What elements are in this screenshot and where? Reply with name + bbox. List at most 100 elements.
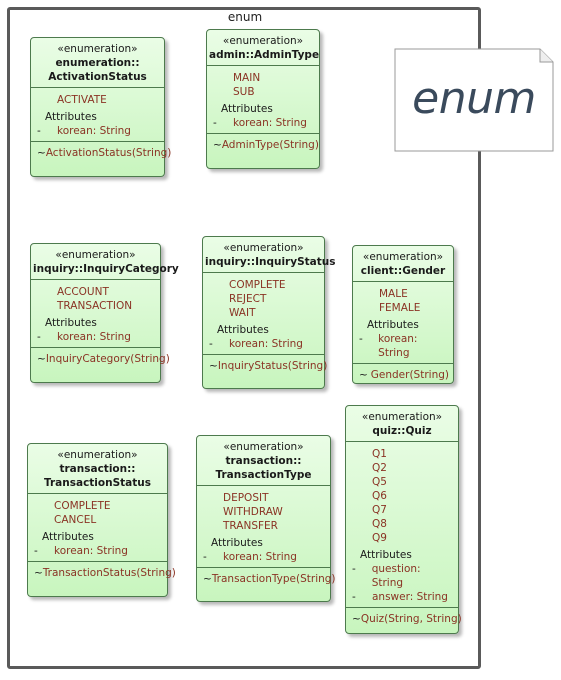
operation-text: Gender(String) [370, 369, 449, 381]
class-header: «enumeration»client::Gender [353, 246, 453, 282]
attribute-row: - korean: String [207, 337, 320, 351]
class-name-line2: ActivationStatus [48, 71, 147, 83]
class-name: enumeration:: [55, 57, 140, 69]
class-name: admin::AdminType [209, 49, 320, 61]
class-header: «enumeration»quiz::Quiz [346, 406, 458, 442]
attributes-label: Attributes [42, 531, 94, 543]
class-name-line2: TransactionType [215, 469, 312, 481]
enum-literal: TRANSACTION [57, 300, 133, 312]
stereotype: «enumeration» [223, 441, 304, 453]
enum-literal: SUB [233, 86, 255, 98]
attribute-row: - korean: String [201, 550, 326, 564]
visibility-marker: - [34, 545, 38, 557]
attribute-text: korean: String [378, 333, 418, 359]
enum-literal: WITHDRAW [223, 506, 283, 518]
enum-literal: Q6 [372, 490, 387, 502]
visibility-marker: ~ [34, 567, 43, 579]
operation-row: ~ AdminType(String) [207, 134, 319, 157]
visibility-marker: ~ [209, 360, 218, 372]
visibility-marker: ~ [37, 353, 46, 365]
stereotype: «enumeration» [362, 251, 444, 263]
enum-quiz[interactable]: «enumeration» quiz::Quiz Q1 Q2 Q5 Q6 Q7 Q8 Q9 Att… [345, 405, 462, 634]
enum-literal: Q8 [372, 518, 387, 530]
visibility-marker: - [359, 333, 363, 345]
enum-literal: WAIT [229, 307, 256, 319]
attributes-label: Attributes [45, 317, 97, 329]
visibility-marker: - [203, 551, 207, 563]
visibility-marker: - [213, 117, 217, 129]
attribute-row: - question: String [350, 562, 454, 590]
visibility-marker: - [37, 331, 41, 343]
attribute-row: - answer: String [350, 590, 454, 604]
attribute-text: korean: String [229, 338, 303, 350]
class-header: «enumeration»admin::AdminType [207, 30, 319, 66]
stereotype: «enumeration» [57, 449, 138, 461]
operation-text: AdminType(String) [221, 139, 319, 151]
enum-literal: REJECT [229, 293, 267, 305]
visibility-marker: ~ [359, 369, 368, 381]
class-name: quiz::Quiz [372, 425, 432, 437]
attributes-compartment: ACCOUNT TRANSACTION Attributes - korean: Str… [31, 280, 160, 348]
class-name: inquiry::InquiryCategory [33, 263, 179, 275]
class-name-line2: TransactionStatus [43, 477, 152, 489]
visibility-marker: ~ [213, 139, 222, 151]
attributes-compartment: COMPLETE CANCEL Attributes - korean: String [28, 494, 167, 562]
enum-literal: Q1 [372, 448, 387, 460]
attribute-text: question: String [371, 563, 421, 589]
attributes-label: Attributes [45, 111, 97, 123]
operation-row: ~ TransactionStatus(String) [28, 562, 176, 585]
attributes-label: Attributes [367, 319, 419, 331]
attributes-compartment: MAIN SUB Attributes - korean: String [207, 66, 319, 134]
operation-text: TransactionType(String) [211, 573, 336, 585]
attributes-compartment: Q1 Q2 Q5 Q6 Q7 Q8 Q9 Attributes - question: Strin… [346, 442, 458, 608]
note[interactable]: enum [394, 48, 554, 152]
enum-literal: DEPOSIT [223, 492, 269, 504]
enum-literal: Q5 [372, 476, 387, 488]
operation-text: InquiryStatus(String) [217, 360, 328, 372]
enum-literal: COMPLETE [229, 279, 286, 291]
class-name: client::Gender [360, 265, 446, 277]
enum-inquiry-status[interactable]: «enumeration» inquiry::InquiryStatus COMPL… [202, 236, 336, 389]
stereotype: «enumeration» [222, 35, 304, 47]
attributes-compartment: DEPOSIT WITHDRAW TRANSFER Attributes - korean… [197, 486, 330, 568]
enum-activation-status[interactable]: «enumeration»enumeration:: ActivationStat… [30, 37, 171, 177]
enum-transaction-status[interactable]: «enumeration»transaction:: TransactionSta… [27, 443, 176, 597]
operation-row: ~ TransactionType(String) [197, 568, 336, 591]
attribute-text: answer: String [372, 591, 448, 603]
stereotype: «enumeration» [57, 43, 138, 55]
enum-gender[interactable]: «enumeration» client::Gender MALE FEMALE Att… [352, 245, 454, 384]
stereotype: «enumeration» [361, 411, 443, 423]
class-name: transaction:: [59, 463, 136, 475]
attributes-label: Attributes [217, 324, 269, 336]
attribute-text: korean: String [233, 117, 307, 129]
enum-literal: MAIN [233, 72, 261, 84]
attribute-text: korean: String [223, 551, 297, 563]
operation-row: ~ InquiryStatus(String) [203, 355, 327, 378]
visibility-marker: - [37, 125, 41, 137]
attributes-label: Attributes [221, 103, 273, 115]
enum-literal: COMPLETE [54, 500, 111, 512]
operation-row: ~ Gender(String) [353, 364, 453, 387]
operation-text: Quiz(String, String) [360, 613, 462, 625]
attribute-row: - korean: String [35, 124, 160, 138]
attribute-row: - korean: String [32, 544, 163, 558]
enum-literal: Q7 [372, 504, 387, 516]
class-header: «enumeration» transaction:: TransactionTyp… [197, 436, 330, 486]
class-header: «enumeration» inquiry::InquiryStatus [203, 237, 336, 273]
enum-literal: Q2 [372, 462, 387, 474]
attributes-compartment: COMPLETE REJECT WAIT Attributes - korean: Str… [203, 273, 324, 355]
note-shape [394, 48, 554, 152]
visibility-marker: - [209, 338, 213, 350]
attribute-row: - korean: String [357, 332, 449, 360]
stereotype: «enumeration» [55, 249, 136, 261]
enum-literal: MALE [379, 288, 408, 300]
enum-transaction-type[interactable]: «enumeration» transaction:: TransactionTyp… [196, 435, 336, 602]
attribute-text: korean: String [54, 545, 128, 557]
class-name: inquiry::InquiryStatus [205, 256, 336, 268]
enum-literal: ACCOUNT [57, 286, 109, 298]
operation-row: ~ Quiz(String, String) [346, 608, 462, 631]
package-name: enum [227, 10, 263, 24]
visibility-marker: - [352, 591, 356, 603]
